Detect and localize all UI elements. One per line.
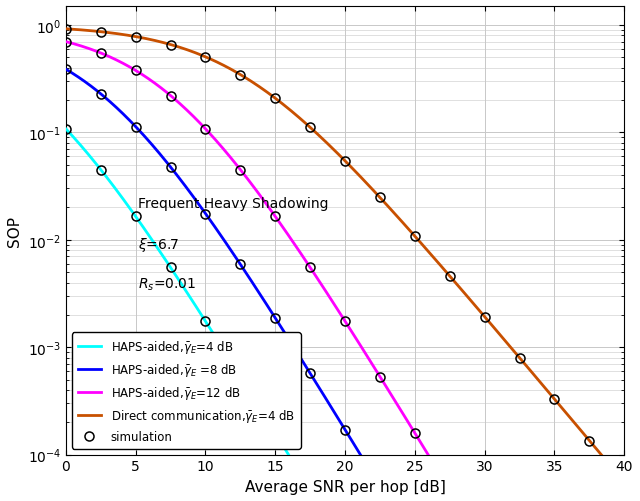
Legend: HAPS-aided,$\bar{\gamma}_E$=4 dB, HAPS-aided,$\bar{\gamma}_E$ =8 dB, HAPS-aided,: HAPS-aided,$\bar{\gamma}_E$=4 dB, HAPS-a… <box>72 333 301 449</box>
Text: Frequent Heavy Shadowing: Frequent Heavy Shadowing <box>138 197 329 211</box>
X-axis label: Average SNR per hop [dB]: Average SNR per hop [dB] <box>244 479 445 494</box>
Text: $\xi$=6.7: $\xi$=6.7 <box>138 235 180 253</box>
Y-axis label: SOP: SOP <box>7 215 22 246</box>
Text: $R_s$=0.01: $R_s$=0.01 <box>138 277 197 293</box>
